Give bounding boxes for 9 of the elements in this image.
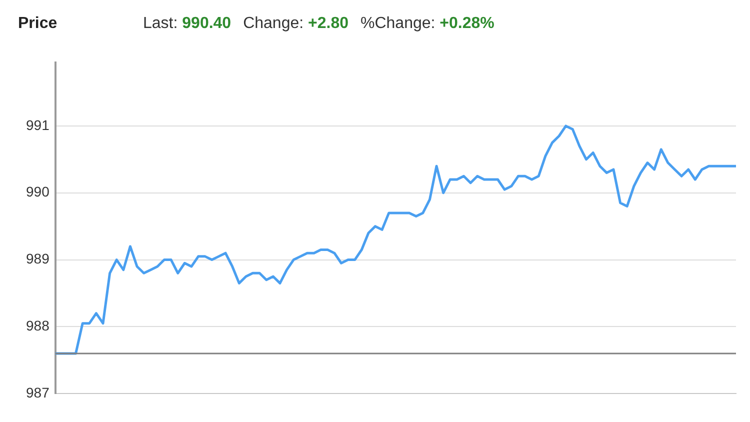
y-tick-label: 989 bbox=[26, 250, 50, 267]
y-tick-label: 987 bbox=[26, 384, 50, 400]
chart-title: Price bbox=[18, 15, 58, 33]
text: Change: +2.80 bbox=[243, 15, 348, 33]
text: Last: 990.40 bbox=[143, 15, 232, 33]
y-tick-label: 990 bbox=[26, 184, 50, 200]
y-tick-label: 988 bbox=[26, 318, 50, 334]
text: %Change: +0.28% bbox=[360, 15, 494, 33]
y-tick-label: 991 bbox=[26, 116, 50, 133]
